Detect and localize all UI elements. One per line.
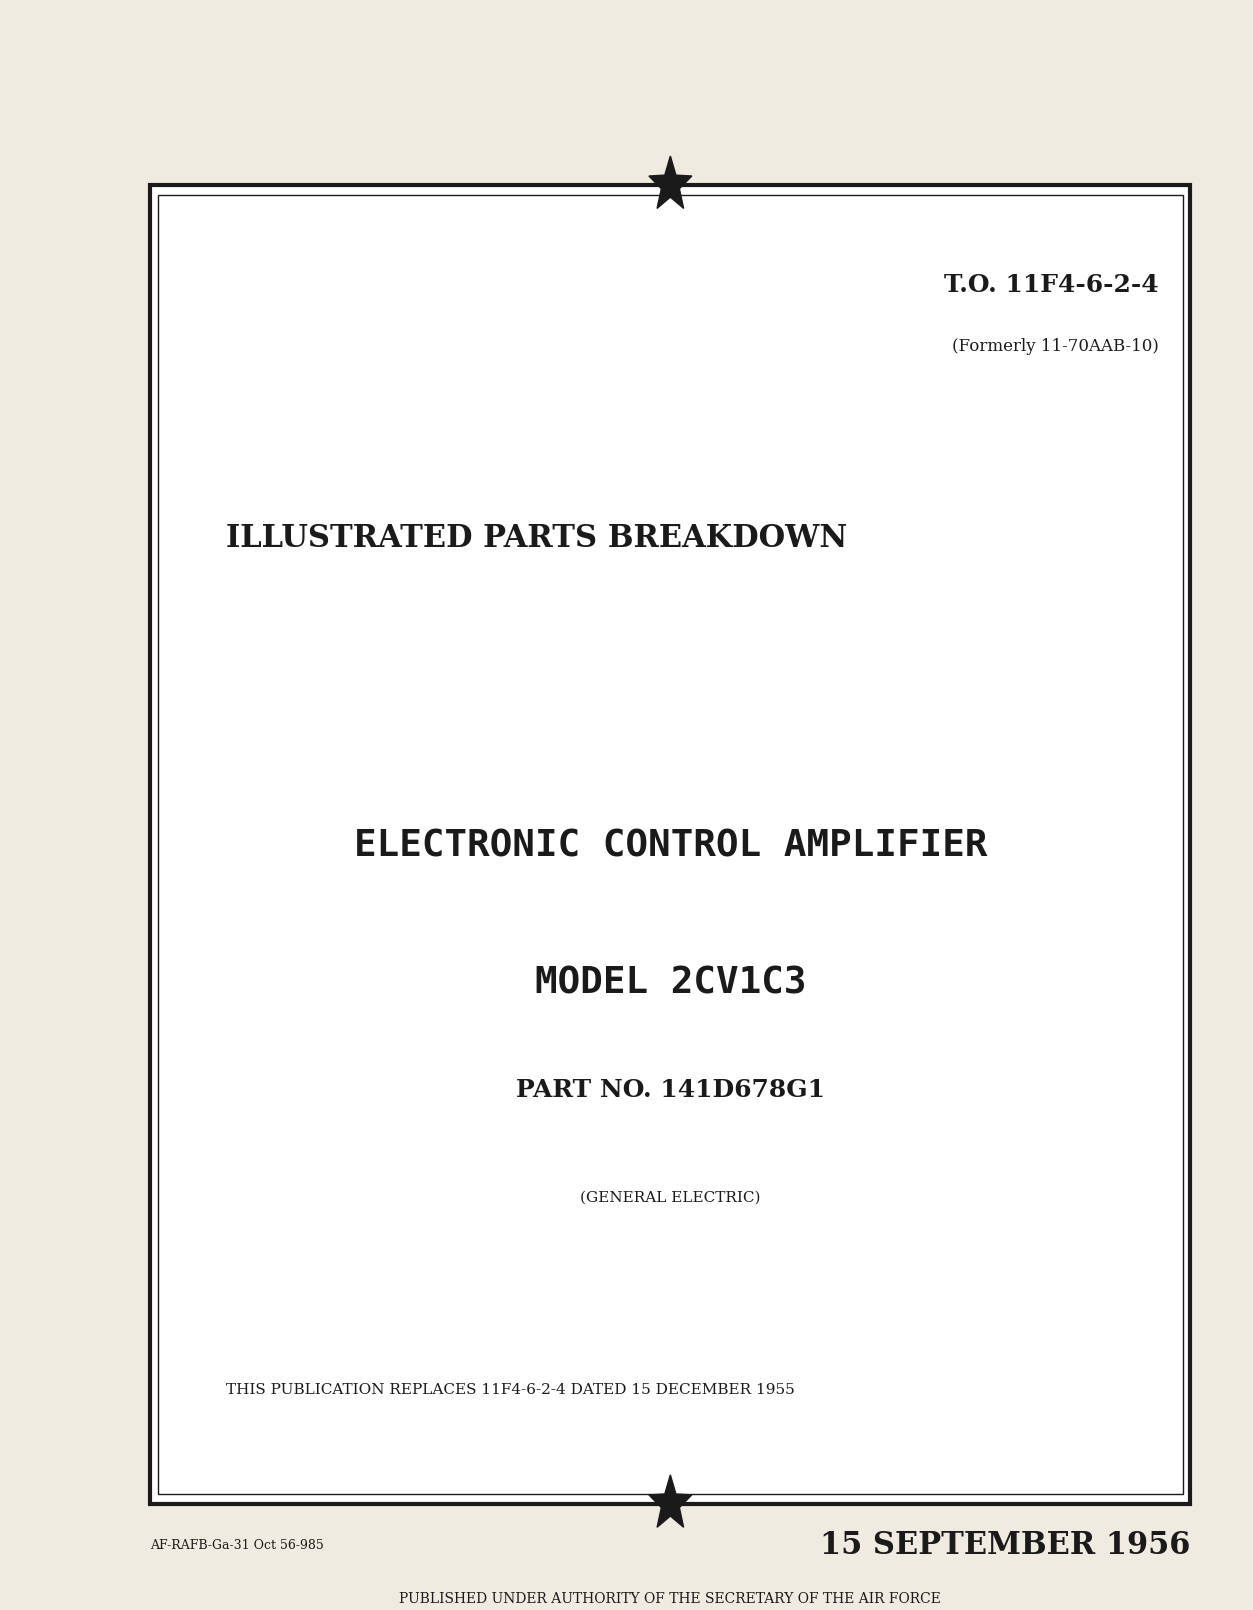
Text: 15 SEPTEMBER 1956: 15 SEPTEMBER 1956 — [819, 1530, 1190, 1560]
Text: ELECTRONIC CONTROL AMPLIFIER: ELECTRONIC CONTROL AMPLIFIER — [353, 828, 987, 865]
Text: MODEL 2CV1C3: MODEL 2CV1C3 — [535, 964, 806, 1001]
Text: (GENERAL ELECTRIC): (GENERAL ELECTRIC) — [580, 1190, 761, 1204]
Bar — [150, 185, 1190, 1504]
Bar — [158, 195, 1183, 1494]
Text: THIS PUBLICATION REPLACES 11F4-6-2-4 DATED 15 DECEMBER 1955: THIS PUBLICATION REPLACES 11F4-6-2-4 DAT… — [226, 1383, 794, 1397]
Text: PART NO. 141D678G1: PART NO. 141D678G1 — [516, 1077, 824, 1101]
Text: AF-RAFB-Ga-31 Oct 56-985: AF-RAFB-Ga-31 Oct 56-985 — [150, 1539, 325, 1552]
Text: ILLUSTRATED PARTS BREAKDOWN: ILLUSTRATED PARTS BREAKDOWN — [226, 523, 847, 554]
Polygon shape — [649, 1475, 692, 1528]
Text: PUBLISHED UNDER AUTHORITY OF THE SECRETARY OF THE AIR FORCE: PUBLISHED UNDER AUTHORITY OF THE SECRETA… — [400, 1592, 941, 1607]
Polygon shape — [649, 156, 692, 208]
Text: T.O. 11F4-6-2-4: T.O. 11F4-6-2-4 — [945, 274, 1159, 298]
Text: (Formerly 11-70AAB-10): (Formerly 11-70AAB-10) — [952, 338, 1159, 354]
